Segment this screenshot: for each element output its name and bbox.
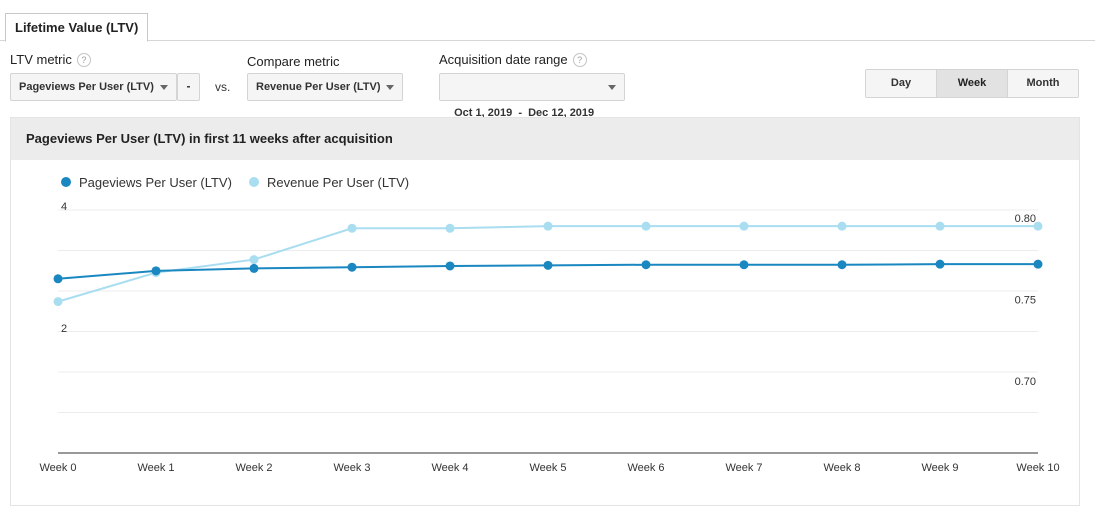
x-tick-label: Week 9	[921, 462, 958, 474]
x-tick-label: Week 8	[823, 462, 860, 474]
data-point	[543, 221, 553, 231]
data-point	[53, 297, 63, 307]
data-point	[1033, 221, 1043, 231]
data-point	[543, 260, 553, 270]
y-right-tick-label: 0.80	[1015, 213, 1036, 225]
data-point	[739, 221, 749, 231]
compare-metric-label: Compare metric	[247, 54, 340, 69]
data-point	[641, 221, 651, 231]
remove-metric-button[interactable]: -	[177, 73, 200, 101]
ltv-metric-value: Pageviews Per User (LTV)	[19, 81, 154, 93]
x-tick-label: Week 7	[725, 462, 762, 474]
ltv-metric-label-text: LTV metric	[10, 52, 72, 67]
data-point	[445, 223, 455, 233]
data-point	[347, 223, 357, 233]
tab-bar: Lifetime Value (LTV)	[0, 0, 1095, 42]
chart-title: Pageviews Per User (LTV) in first 11 wee…	[11, 118, 1079, 160]
vs-label: vs.	[215, 80, 231, 94]
data-point	[151, 266, 161, 276]
y-left-tick-label: 4	[61, 201, 67, 213]
legend-label: Pageviews Per User (LTV)	[79, 175, 232, 190]
granularity-week-button[interactable]: Week	[937, 70, 1008, 97]
data-point	[445, 261, 455, 271]
chevron-down-icon	[386, 85, 394, 90]
data-point	[641, 260, 651, 270]
data-point	[249, 263, 259, 273]
x-tick-label: Week 3	[333, 462, 370, 474]
granularity-toggle: Day Week Month	[865, 69, 1079, 98]
data-point	[935, 221, 945, 231]
date-range-label-text: Acquisition date range	[439, 52, 568, 67]
data-point	[347, 262, 357, 272]
x-tick-label: Week 4	[431, 462, 468, 474]
x-tick-label: Week 1	[137, 462, 174, 474]
data-point	[837, 221, 847, 231]
help-icon[interactable]: ?	[76, 53, 91, 67]
granularity-month-button[interactable]: Month	[1008, 70, 1078, 97]
chevron-down-icon	[160, 85, 168, 90]
x-tick-label: Week 5	[529, 462, 566, 474]
help-icon[interactable]: ?	[572, 53, 587, 67]
y-left-tick-label: 2	[61, 323, 67, 335]
legend-marker	[249, 177, 259, 187]
y-right-tick-label: 0.75	[1015, 295, 1036, 307]
date-range-select[interactable]: Oct 1, 2019 - Dec 12, 2019	[439, 73, 625, 119]
tab-lifetime-value[interactable]: Lifetime Value (LTV)	[5, 13, 149, 42]
data-point	[739, 260, 749, 270]
data-point	[53, 274, 63, 284]
ltv-metric-label: LTV metric?	[10, 52, 91, 67]
compare-metric-select[interactable]: Revenue Per User (LTV)	[247, 73, 403, 101]
data-point	[1033, 259, 1043, 269]
chart-panel: Pageviews Per User (LTV) in first 11 wee…	[10, 117, 1080, 506]
legend-label: Revenue Per User (LTV)	[267, 175, 409, 190]
chevron-down-icon	[608, 85, 616, 90]
legend-marker	[61, 177, 71, 187]
y-right-tick-label: 0.70	[1015, 376, 1036, 388]
date-range-label: Acquisition date range?	[439, 52, 587, 67]
compare-metric-value: Revenue Per User (LTV)	[256, 81, 381, 93]
date-range-value: Oct 1, 2019 - Dec 12, 2019	[454, 107, 595, 119]
data-point	[935, 259, 945, 269]
granularity-day-button[interactable]: Day	[866, 70, 937, 97]
data-point	[837, 260, 847, 270]
x-tick-label: Week 0	[39, 462, 76, 474]
x-tick-label: Week 10	[1016, 462, 1059, 474]
x-tick-label: Week 2	[235, 462, 272, 474]
x-tick-label: Week 6	[627, 462, 664, 474]
data-point	[249, 255, 259, 265]
ltv-metric-select[interactable]: Pageviews Per User (LTV)	[10, 73, 177, 101]
